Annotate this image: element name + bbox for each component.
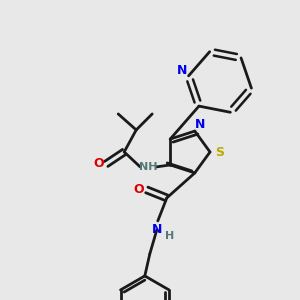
Text: H: H <box>165 231 174 241</box>
Text: O: O <box>93 158 104 170</box>
Text: N: N <box>176 64 187 77</box>
Text: O: O <box>134 183 144 196</box>
Text: N: N <box>152 224 162 236</box>
Text: NH: NH <box>139 162 158 172</box>
Text: S: S <box>215 146 224 158</box>
Text: N: N <box>195 118 205 130</box>
